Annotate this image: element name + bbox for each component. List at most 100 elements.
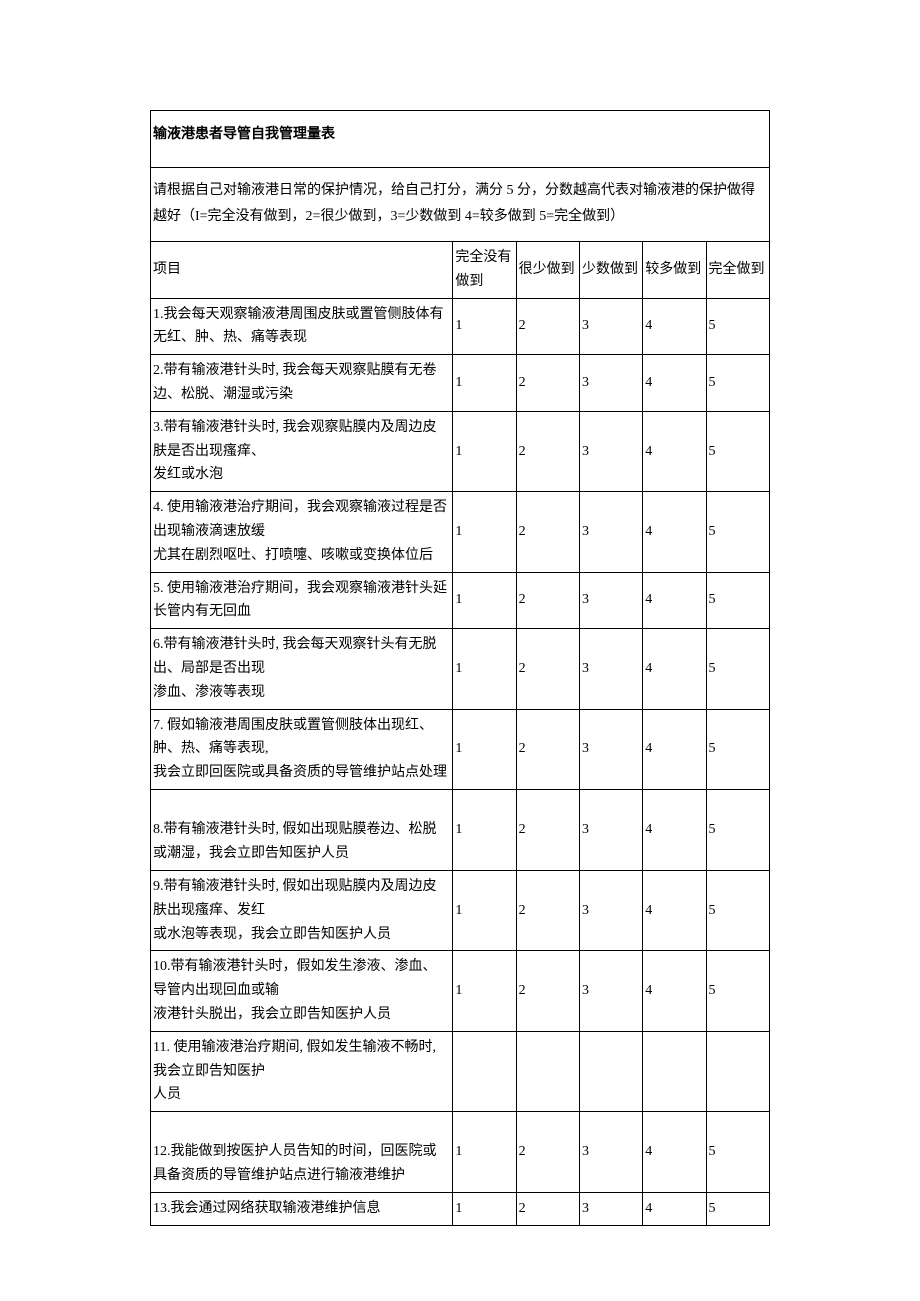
rating-cell: 5 xyxy=(706,1193,769,1226)
rating-cell xyxy=(643,1031,706,1111)
rating-cell: 4 xyxy=(643,298,706,355)
table-row: 12.我能做到按医护人员告知的时间，回医院或具备资质的导管维护站点进行输液港维护… xyxy=(151,1112,770,1193)
rating-cell: 2 xyxy=(516,951,579,1031)
table-title: 输液港患者导管自我管理量表 xyxy=(151,111,770,168)
rating-cell: 1 xyxy=(453,629,516,709)
table-row: 10.带有输液港针头时，假如发生渗液、渗血、导管内出现回血或输 液港针头脱出，我… xyxy=(151,951,770,1031)
rating-cell: 1 xyxy=(453,355,516,412)
table-row: 5. 使用输液港治疗期间，我会观察输液港针头延长管内有无回血12345 xyxy=(151,572,770,629)
col-c1-header: 完全没有做到 xyxy=(453,241,516,298)
item-cell: 13.我会通过网络获取输液港维护信息 xyxy=(151,1193,453,1226)
rating-cell: 3 xyxy=(579,789,642,870)
table-row: 7. 假如输液港周围皮肤或置管侧肢体出现红、肿、热、痛等表现, 我会立即回医院或… xyxy=(151,709,770,789)
rating-cell: 1 xyxy=(453,298,516,355)
rating-cell: 2 xyxy=(516,411,579,491)
rating-cell: 2 xyxy=(516,709,579,789)
rating-cell: 1 xyxy=(453,572,516,629)
item-cell: 10.带有输液港针头时，假如发生渗液、渗血、导管内出现回血或输 液港针头脱出，我… xyxy=(151,951,453,1031)
rating-cell: 3 xyxy=(579,298,642,355)
rating-cell: 5 xyxy=(706,709,769,789)
rating-cell: 4 xyxy=(643,492,706,572)
rating-cell: 3 xyxy=(579,870,642,950)
rating-cell: 5 xyxy=(706,951,769,1031)
table-row: 6.带有输液港针头时, 我会每天观察针头有无脱出、局部是否出现 渗血、渗液等表现… xyxy=(151,629,770,709)
rating-cell: 5 xyxy=(706,789,769,870)
rating-cell: 3 xyxy=(579,629,642,709)
table-row: 1.我会每天观察输液港周围皮肤或置管侧肢体有无红、肿、热、痛等表现12345 xyxy=(151,298,770,355)
intro-row: 请根据自己对输液港日常的保护情况，给自己打分，满分 5 分，分数越高代表对输液港… xyxy=(151,167,770,241)
rating-cell: 4 xyxy=(643,951,706,1031)
table-row: 8.带有输液港针头时, 假如出现贴膜卷边、松脱或潮湿，我会立即告知医护人员123… xyxy=(151,789,770,870)
rating-cell: 3 xyxy=(579,355,642,412)
rating-cell: 2 xyxy=(516,629,579,709)
table-row: 11. 使用输液港治疗期间, 假如发生输液不畅时, 我会立即告知医护 人员 xyxy=(151,1031,770,1111)
rating-cell: 3 xyxy=(579,1112,642,1193)
col-c2-header: 很少做到 xyxy=(516,241,579,298)
item-cell: 5. 使用输液港治疗期间，我会观察输液港针头延长管内有无回血 xyxy=(151,572,453,629)
rating-cell: 2 xyxy=(516,1193,579,1226)
rating-cell: 2 xyxy=(516,492,579,572)
self-management-scale-table: 输液港患者导管自我管理量表 请根据自己对输液港日常的保护情况，给自己打分，满分 … xyxy=(150,110,770,1226)
rating-cell: 2 xyxy=(516,870,579,950)
item-cell: 11. 使用输液港治疗期间, 假如发生输液不畅时, 我会立即告知医护 人员 xyxy=(151,1031,453,1111)
rating-cell: 2 xyxy=(516,298,579,355)
table-row: 3.带有输液港针头时, 我会观察贴膜内及周边皮肤是否出现瘙痒、 发红或水泡123… xyxy=(151,411,770,491)
item-cell: 6.带有输液港针头时, 我会每天观察针头有无脱出、局部是否出现 渗血、渗液等表现 xyxy=(151,629,453,709)
intro-text: 请根据自己对输液港日常的保护情况，给自己打分，满分 5 分，分数越高代表对输液港… xyxy=(151,167,770,241)
item-cell: 7. 假如输液港周围皮肤或置管侧肢体出现红、肿、热、痛等表现, 我会立即回医院或… xyxy=(151,709,453,789)
table-row: 2.带有输液港针头时, 我会每天观察贴膜有无卷边、松脱、潮湿或污染12345 xyxy=(151,355,770,412)
rating-cell: 1 xyxy=(453,1112,516,1193)
rating-cell: 3 xyxy=(579,492,642,572)
rating-cell: 3 xyxy=(579,572,642,629)
item-cell: 2.带有输液港针头时, 我会每天观察贴膜有无卷边、松脱、潮湿或污染 xyxy=(151,355,453,412)
rating-cell: 4 xyxy=(643,1112,706,1193)
rating-cell: 2 xyxy=(516,572,579,629)
rating-cell: 5 xyxy=(706,1112,769,1193)
rating-cell: 5 xyxy=(706,355,769,412)
table-row: 9.带有输液港针头时, 假如出现贴膜内及周边皮肤出现瘙痒、发红 或水泡等表现，我… xyxy=(151,870,770,950)
rating-cell xyxy=(706,1031,769,1111)
item-cell: 3.带有输液港针头时, 我会观察贴膜内及周边皮肤是否出现瘙痒、 发红或水泡 xyxy=(151,411,453,491)
rating-cell: 1 xyxy=(453,492,516,572)
rating-cell: 1 xyxy=(453,870,516,950)
rating-cell: 1 xyxy=(453,789,516,870)
header-row: 项目 完全没有做到 很少做到 少数做到 较多做到 完全做到 xyxy=(151,241,770,298)
rating-cell: 3 xyxy=(579,411,642,491)
table-row: 4. 使用输液港治疗期间，我会观察输液过程是否出现输液滴速放缓 尤其在剧烈呕吐、… xyxy=(151,492,770,572)
rating-cell: 5 xyxy=(706,572,769,629)
rating-cell: 3 xyxy=(579,709,642,789)
col-c3-header: 少数做到 xyxy=(579,241,642,298)
rating-cell: 2 xyxy=(516,789,579,870)
rating-cell: 1 xyxy=(453,951,516,1031)
rating-cell: 4 xyxy=(643,789,706,870)
rating-cell: 4 xyxy=(643,1193,706,1226)
title-row: 输液港患者导管自我管理量表 xyxy=(151,111,770,168)
rating-cell: 4 xyxy=(643,355,706,412)
col-c5-header: 完全做到 xyxy=(706,241,769,298)
rating-cell: 4 xyxy=(643,411,706,491)
rating-cell: 2 xyxy=(516,1112,579,1193)
rating-cell: 3 xyxy=(579,1193,642,1226)
rating-cell: 1 xyxy=(453,411,516,491)
rating-cell xyxy=(516,1031,579,1111)
rating-cell: 5 xyxy=(706,411,769,491)
rating-cell: 4 xyxy=(643,572,706,629)
item-cell: 9.带有输液港针头时, 假如出现贴膜内及周边皮肤出现瘙痒、发红 或水泡等表现，我… xyxy=(151,870,453,950)
item-cell: 12.我能做到按医护人员告知的时间，回医院或具备资质的导管维护站点进行输液港维护 xyxy=(151,1112,453,1193)
col-c4-header: 较多做到 xyxy=(643,241,706,298)
rating-cell: 4 xyxy=(643,629,706,709)
rating-cell: 3 xyxy=(579,951,642,1031)
item-cell: 4. 使用输液港治疗期间，我会观察输液过程是否出现输液滴速放缓 尤其在剧烈呕吐、… xyxy=(151,492,453,572)
rating-cell: 1 xyxy=(453,709,516,789)
rating-cell: 5 xyxy=(706,629,769,709)
table-row: 13.我会通过网络获取输液港维护信息12345 xyxy=(151,1193,770,1226)
rating-cell: 5 xyxy=(706,870,769,950)
rating-cell: 4 xyxy=(643,870,706,950)
rating-cell: 4 xyxy=(643,709,706,789)
col-item-header: 项目 xyxy=(151,241,453,298)
rating-cell: 2 xyxy=(516,355,579,412)
rating-cell xyxy=(453,1031,516,1111)
item-cell: 8.带有输液港针头时, 假如出现贴膜卷边、松脱或潮湿，我会立即告知医护人员 xyxy=(151,789,453,870)
rating-cell: 5 xyxy=(706,298,769,355)
rating-cell xyxy=(579,1031,642,1111)
